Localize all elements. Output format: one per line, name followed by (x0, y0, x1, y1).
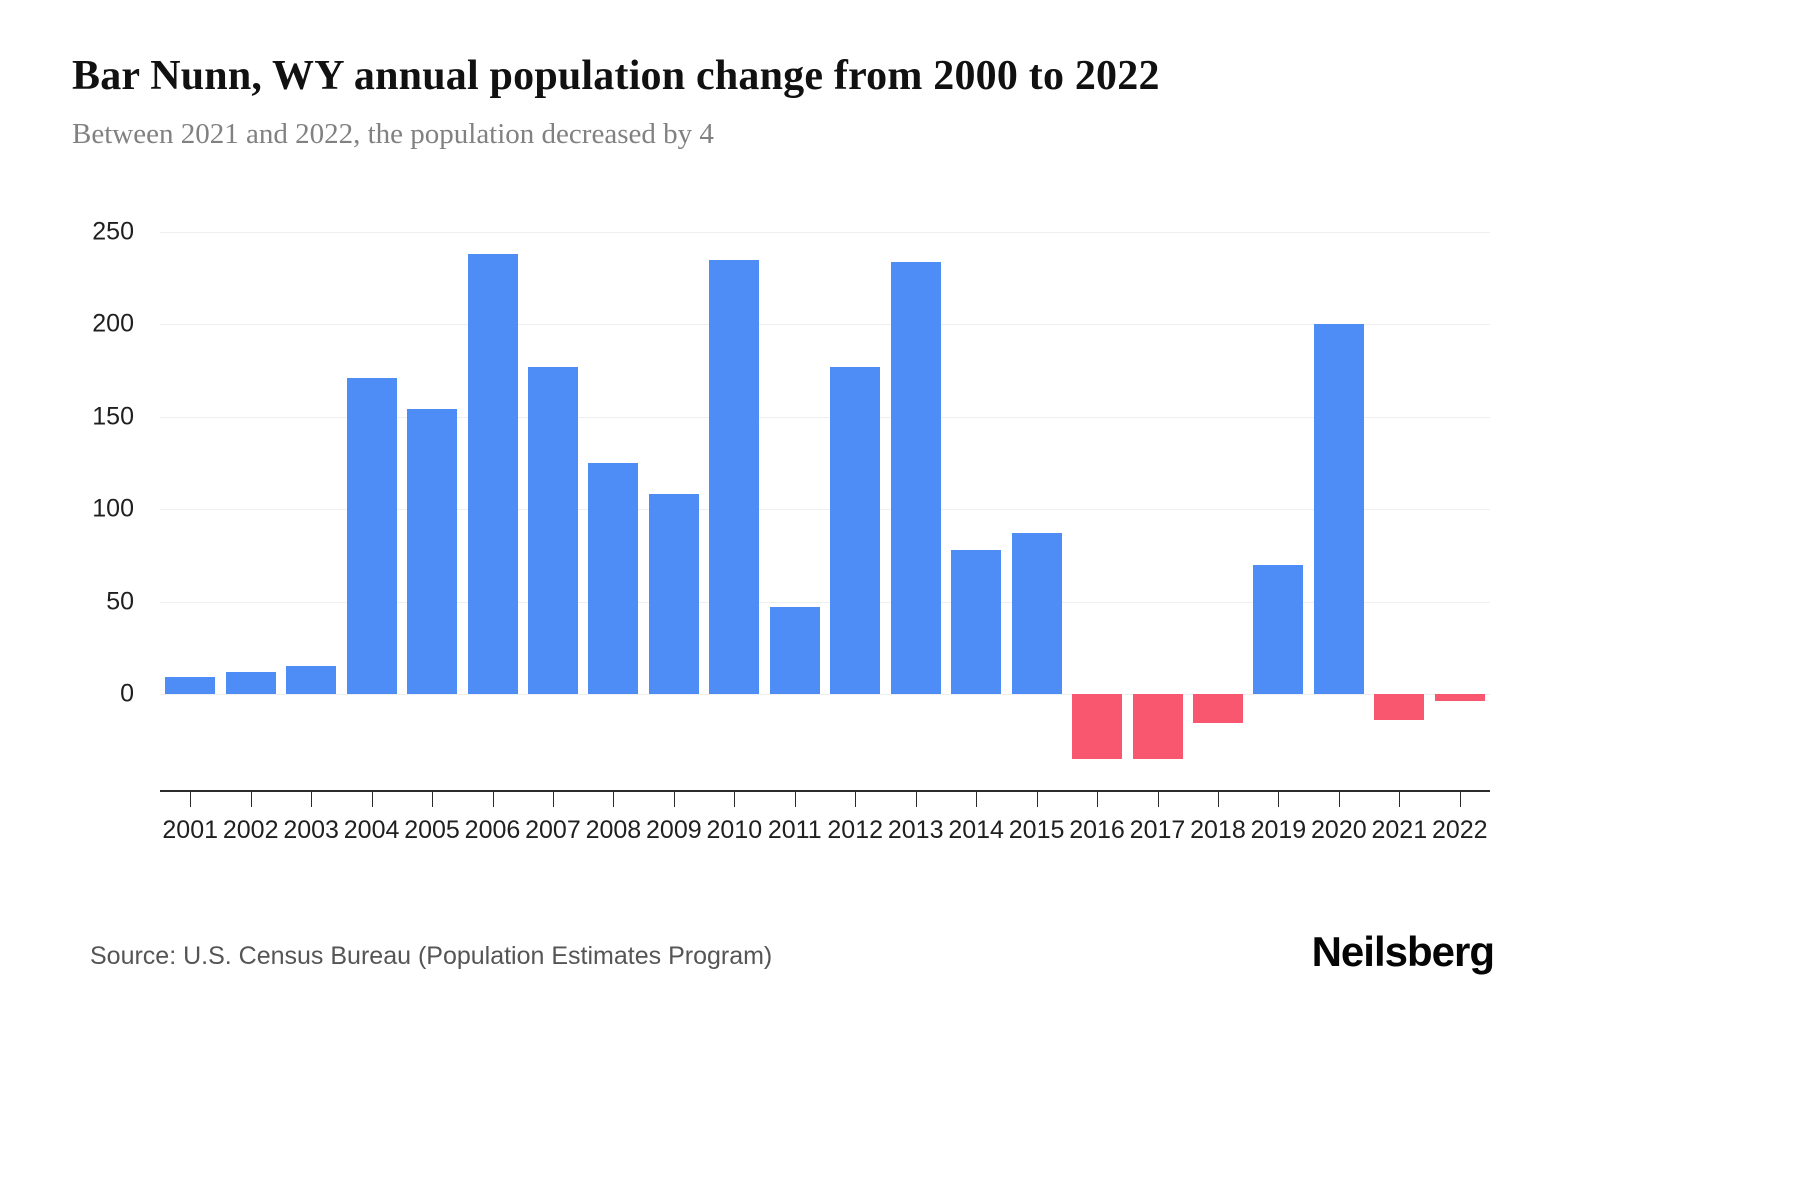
bar-2007[interactable] (527, 366, 578, 694)
x-tick-2012 (855, 792, 857, 807)
x-tick-2018 (1217, 792, 1219, 807)
bar-2004[interactable] (346, 377, 397, 694)
x-label-2001: 2001 (162, 816, 219, 844)
neilsberg-logo: Neilsberg (1311, 928, 1495, 975)
x-label-2019: 2019 (1250, 816, 1307, 844)
x-tick-2007 (552, 792, 554, 807)
gridline-0 (160, 693, 1490, 695)
bar-2006[interactable] (467, 254, 518, 694)
x-label-2008: 2008 (585, 816, 642, 844)
bar-2013[interactable] (890, 261, 941, 694)
x-tick-2013 (915, 792, 917, 807)
chart-subtitle: Between 2021 and 2022, the population de… (72, 118, 714, 150)
x-tick-2011 (794, 792, 796, 807)
bar-2011[interactable] (769, 607, 820, 694)
x-label-2009: 2009 (646, 816, 702, 844)
x-tick-2009 (673, 792, 675, 807)
bar-2001[interactable] (165, 677, 216, 694)
x-label-2014: 2014 (948, 816, 1004, 844)
bar-2009[interactable] (648, 494, 699, 694)
bar-2022[interactable] (1434, 693, 1485, 702)
x-label-2006: 2006 (464, 816, 521, 844)
x-tick-2010 (734, 792, 736, 807)
bar-2015[interactable] (1011, 533, 1062, 694)
x-tick-2021 (1399, 792, 1401, 807)
gridline-250 (160, 232, 1490, 233)
x-label-2011: 2011 (767, 816, 822, 844)
bar-2012[interactable] (830, 366, 881, 694)
x-label-2022: 2022 (1431, 816, 1488, 844)
bar-2005[interactable] (407, 409, 458, 694)
y-tick-label-100: 100 (92, 494, 134, 523)
x-tick-2022 (1459, 792, 1461, 807)
x-label-2017: 2017 (1129, 816, 1186, 844)
y-tick-label-150: 150 (92, 402, 134, 431)
y-tick-label-200: 200 (92, 309, 134, 338)
x-tick-2005 (432, 792, 434, 807)
x-tick-2004 (371, 792, 373, 807)
bar-2003[interactable] (286, 666, 337, 694)
y-tick-label-250: 250 (92, 217, 134, 246)
bar-2018[interactable] (1192, 693, 1243, 724)
x-label-2004: 2004 (343, 816, 400, 844)
y-tick-label-0: 0 (120, 679, 134, 708)
x-label-2002: 2002 (222, 816, 279, 844)
source-attribution: Source: U.S. Census Bureau (Population E… (90, 942, 773, 970)
x-tick-2002 (250, 792, 252, 807)
x-label-2007: 2007 (525, 816, 581, 844)
x-label-2018: 2018 (1190, 816, 1246, 844)
x-label-2016: 2016 (1069, 816, 1125, 844)
x-tick-2006 (492, 792, 494, 807)
chart-title: Bar Nunn, WY annual population change fr… (72, 53, 1160, 99)
x-tick-2015 (1036, 792, 1038, 807)
bar-2021[interactable] (1374, 693, 1425, 720)
x-label-2003: 2003 (283, 816, 339, 844)
bar-2020[interactable] (1313, 324, 1364, 694)
x-label-2015: 2015 (1008, 816, 1065, 844)
x-tick-2001 (190, 792, 192, 807)
x-label-2010: 2010 (706, 816, 763, 844)
x-label-2013: 2013 (887, 816, 944, 844)
x-tick-2020 (1338, 792, 1340, 807)
x-tick-2003 (311, 792, 313, 807)
x-label-2021: 2021 (1371, 816, 1428, 844)
x-label-2020: 2020 (1311, 816, 1367, 844)
y-axis-labels: 0 50 100 150 200 250 (60, 218, 148, 790)
y-tick-label-50: 50 (106, 587, 134, 616)
x-tick-2017 (1157, 792, 1159, 807)
x-tick-2014 (976, 792, 978, 807)
x-label-2012: 2012 (827, 816, 884, 844)
plot-area (160, 232, 1490, 790)
gridline-200 (160, 324, 1490, 326)
bar-2010[interactable] (709, 259, 760, 694)
x-tick-2008 (613, 792, 615, 807)
x-axis-line (160, 790, 1490, 792)
bar-2014[interactable] (951, 549, 1002, 694)
bar-2016[interactable] (1072, 693, 1123, 759)
bar-2002[interactable] (225, 671, 276, 694)
bar-2008[interactable] (588, 462, 639, 694)
bar-2017[interactable] (1132, 693, 1183, 759)
gridline-50 (160, 601, 1490, 603)
bar-2019[interactable] (1253, 564, 1304, 694)
gridline-100 (160, 509, 1490, 511)
x-label-2005: 2005 (404, 816, 460, 844)
x-tick-2019 (1278, 792, 1280, 807)
gridline-150 (160, 416, 1490, 418)
x-tick-2016 (1097, 792, 1099, 807)
